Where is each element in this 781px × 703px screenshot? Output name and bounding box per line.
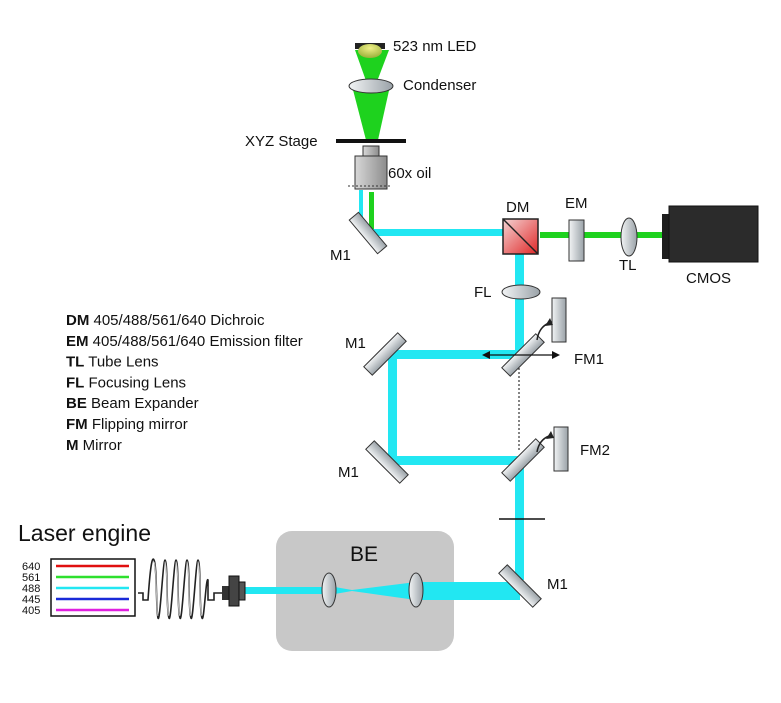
fm1-double-arrow-left-head bbox=[482, 351, 490, 359]
legend-abbreviation: M bbox=[66, 437, 79, 454]
mirror-m1-top bbox=[348, 211, 388, 255]
fm1-flipped-position bbox=[551, 297, 567, 343]
xyz-stage bbox=[336, 139, 406, 143]
legend-abbreviation: EM bbox=[66, 333, 89, 350]
beam-fiber-to-be bbox=[244, 587, 329, 594]
stage-label: XYZ Stage bbox=[245, 133, 318, 150]
fm2-flip-arrowhead bbox=[546, 431, 554, 439]
legend-entry: FL Focusing Lens bbox=[66, 374, 186, 391]
legend-entry: TL Tube Lens bbox=[66, 354, 159, 371]
led-label: 523 nm LED bbox=[393, 38, 477, 55]
laser-wavelength-label: 561 bbox=[22, 572, 40, 584]
fm1-label: FM1 bbox=[574, 351, 604, 368]
focusing-lens bbox=[501, 284, 541, 300]
legend-abbreviation: FM bbox=[66, 416, 88, 433]
condenser-label: Condenser bbox=[403, 77, 476, 94]
green-emission-beam bbox=[540, 232, 664, 238]
beam-focus-in-be bbox=[329, 582, 416, 600]
legend-entry: BE Beam Expander bbox=[66, 395, 199, 412]
green-beam-to-camera bbox=[637, 232, 663, 238]
m1-top-label: M1 bbox=[330, 247, 351, 264]
beam-fl-to-fm1 bbox=[515, 297, 524, 355]
condenser-beam bbox=[352, 86, 390, 140]
beam-m1-to-dm bbox=[370, 229, 504, 236]
fiber-collimator-base bbox=[222, 586, 230, 600]
fm1-double-arrow-right-head bbox=[552, 351, 560, 359]
beam-fm2-to-m1 bbox=[515, 460, 524, 580]
em-label: EM bbox=[565, 195, 588, 212]
laser-wavelength-label: 640 bbox=[22, 561, 40, 573]
m1-left-lower-label: M1 bbox=[338, 464, 359, 481]
fiber-collimator-body bbox=[228, 575, 240, 607]
green-beam-objective bbox=[369, 192, 374, 232]
legend-description: 405/488/561/640 Emission filter bbox=[89, 333, 303, 350]
laser-engine-title: Laser engine bbox=[18, 520, 151, 546]
legend-description: Focusing Lens bbox=[84, 374, 186, 391]
fm2-flipped-position bbox=[553, 426, 569, 472]
fl-label: FL bbox=[474, 284, 492, 301]
cmos-camera bbox=[668, 205, 759, 263]
beam-fm2-horizontal bbox=[388, 456, 520, 465]
fiber-collimator-tip bbox=[238, 581, 246, 601]
legend-description: Tube Lens bbox=[84, 354, 158, 371]
be-lens-1 bbox=[321, 572, 337, 608]
cmos-label: CMOS bbox=[686, 270, 731, 287]
legend-description: Beam Expander bbox=[87, 395, 199, 412]
mirror-m1-left-lower bbox=[365, 440, 409, 484]
beam-be-to-m1 bbox=[416, 582, 520, 600]
tl-label: TL bbox=[619, 257, 637, 274]
legend-abbreviation: TL bbox=[66, 354, 84, 371]
objective-body bbox=[354, 155, 388, 190]
tube-lens bbox=[620, 217, 638, 257]
laser-wavelength-label: 405 bbox=[22, 605, 40, 617]
legend-entry: EM 405/488/561/640 Emission filter bbox=[66, 333, 303, 350]
legend-abbreviation: DM bbox=[66, 312, 89, 329]
m1-bottom-label: M1 bbox=[547, 576, 568, 593]
dichroic-diagonal bbox=[502, 218, 539, 255]
legend-abbreviation: BE bbox=[66, 395, 87, 412]
be-label: BE bbox=[350, 543, 378, 566]
legend-entry: M Mirror bbox=[66, 437, 122, 454]
led-dome bbox=[358, 44, 382, 58]
led-illumination-cone bbox=[355, 50, 389, 92]
legend-entry: FM Flipping mirror bbox=[66, 416, 188, 433]
legend-entry: DM 405/488/561/640 Dichroic bbox=[66, 312, 265, 329]
objective-label: 60x oil bbox=[388, 165, 431, 182]
laser-wavelength-label: 488 bbox=[22, 583, 40, 595]
legend-description: Flipping mirror bbox=[88, 416, 188, 433]
be-lens-2 bbox=[408, 572, 424, 608]
mirror-m1-bottom bbox=[498, 564, 542, 608]
fm2-label: FM2 bbox=[580, 442, 610, 459]
fiber-coil-highlight bbox=[153, 561, 203, 617]
objective-top bbox=[362, 145, 380, 157]
cmos-mount bbox=[662, 214, 672, 259]
condenser-lens bbox=[348, 78, 394, 94]
beam-dm-to-fl bbox=[515, 254, 524, 290]
legend-description: Mirror bbox=[79, 437, 122, 454]
laser-wavelength-label: 445 bbox=[22, 594, 40, 606]
legend-abbreviation: FL bbox=[66, 374, 84, 391]
dm-label: DM bbox=[506, 199, 529, 216]
mirror-m1-left-upper bbox=[363, 332, 407, 376]
beam-objective-down bbox=[359, 190, 363, 230]
beam-left-vertical bbox=[388, 350, 397, 465]
m1-left-upper-label: M1 bbox=[345, 335, 366, 352]
fm1-flip-arrowhead bbox=[545, 318, 553, 326]
legend-description: 405/488/561/640 Dichroic bbox=[89, 312, 265, 329]
emission-filter bbox=[568, 219, 585, 262]
beam-fm1-horizontal bbox=[388, 350, 520, 359]
fiber-coil bbox=[138, 558, 222, 619]
